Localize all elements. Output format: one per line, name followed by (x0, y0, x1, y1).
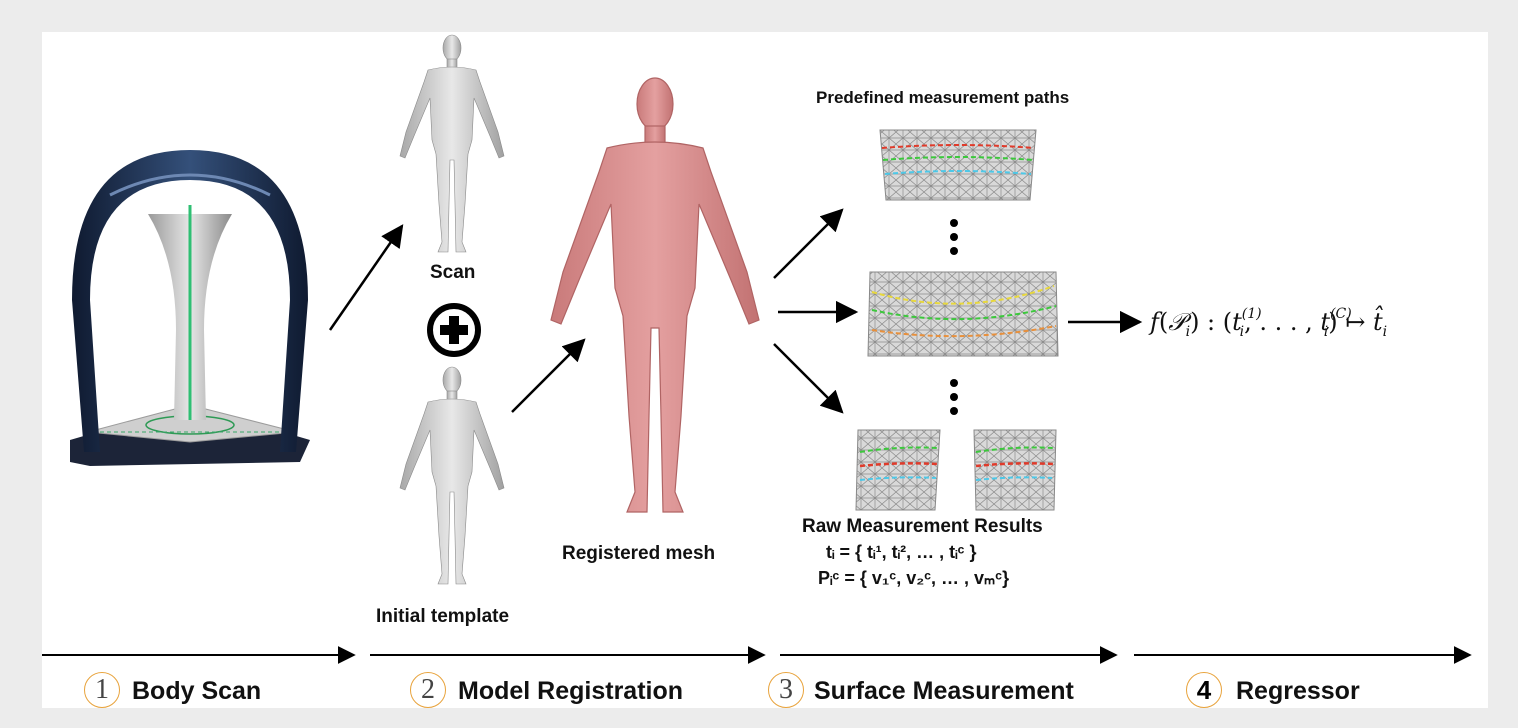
stage-3-label: Surface Measurement (814, 677, 1074, 705)
vertical-dots-bottom (950, 379, 958, 415)
regressor-formula: f(𝒫i) : (t(1)i, . . . , t(C)i) ↦ t̂i (1150, 306, 1387, 340)
formula-t2-sub: i (1323, 323, 1329, 340)
formula-mapsto: ) ↦ (1328, 308, 1373, 336)
stage-1-label: Body Scan (132, 677, 262, 705)
formula-p-sub: i (1185, 323, 1191, 340)
scan-label: Scan (430, 262, 476, 283)
formula-dots: , . . . , (1244, 308, 1321, 336)
formula-that-sub: i (1382, 323, 1388, 340)
registered-mesh-label: Registered mesh (562, 543, 716, 564)
stage-3-number: 3 (768, 672, 804, 708)
initial-template-figure (399, 366, 505, 585)
plus-icon (427, 303, 481, 357)
t-equation: tᵢ = { tᵢ¹, tᵢ², … , tᵢᶜ } (826, 542, 977, 562)
formula-p: 𝒫 (1168, 308, 1186, 336)
scan-body-figure (399, 34, 505, 253)
formula-colon: ) : ( (1190, 308, 1233, 336)
stage-4-label: Regressor (1236, 677, 1360, 705)
figure-background (42, 32, 1488, 708)
formula-f: f (1150, 308, 1159, 336)
left-knee-measurement-patch (855, 429, 941, 511)
vertical-dots-top (950, 219, 958, 255)
p-equation: Pᵢᶜ = { v₁ᶜ, v₂ᶜ, … , vₘᶜ} (818, 568, 1010, 588)
stage-2-label: Model Registration (458, 677, 684, 705)
raw-results-label: Raw Measurement Results (802, 516, 1043, 537)
formula-that: t̂ (1372, 308, 1383, 336)
stage-4-number: 4 (1186, 672, 1222, 708)
formula-lp: ( (1158, 308, 1169, 336)
waist-measurement-patch (879, 129, 1037, 201)
stage-1-number: 1 (84, 672, 120, 708)
formula-t2: t (1320, 308, 1331, 336)
initial-template-label: Initial template (376, 606, 510, 627)
hip-measurement-patch (867, 271, 1059, 357)
right-knee-measurement-patch (973, 429, 1057, 511)
predefined-paths-label: Predefined measurement paths (816, 88, 1070, 107)
registered-mesh-figure (550, 77, 760, 513)
formula-t2-sup: (C) (1330, 306, 1352, 322)
formula-t1-sub: i (1239, 323, 1245, 340)
formula-t1-sup: (1) (1241, 306, 1262, 322)
body-scanner-illustration (70, 150, 310, 466)
stage-2-number: 2 (410, 672, 446, 708)
formula-t1: t (1232, 308, 1242, 336)
